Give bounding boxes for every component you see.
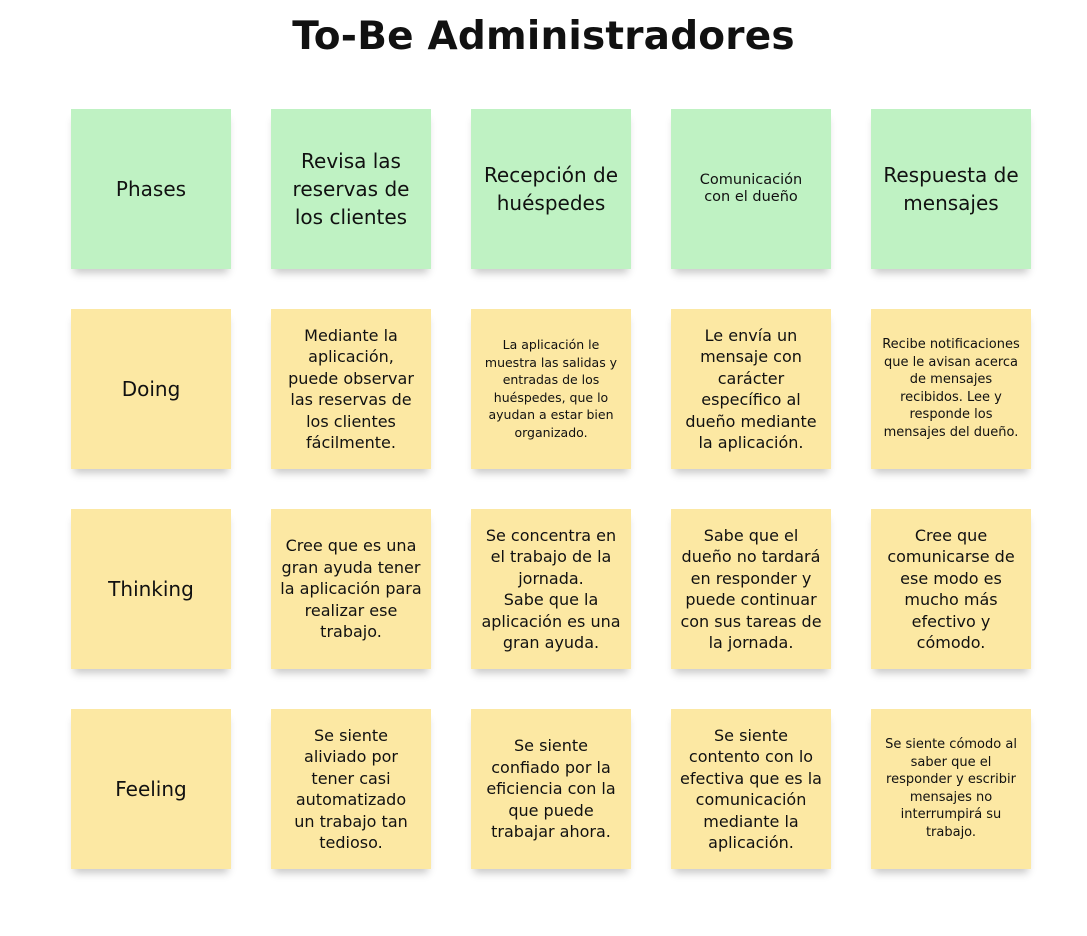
note-text: Recibe notificaciones que le avisan acer… xyxy=(882,337,1020,440)
sticky-note-feeling-3[interactable]: Se siente contento con lo efectiva que e… xyxy=(671,709,831,869)
sticky-note-feeling-2[interactable]: Se siente confiado por la eficiencia con… xyxy=(471,709,631,869)
note-text: Thinking xyxy=(108,577,194,601)
note-text: La aplicación le muestra las salidas y e… xyxy=(484,337,618,440)
sticky-note-doing-2[interactable]: La aplicación le muestra las salidas y e… xyxy=(471,309,631,469)
note-text: Sabe que el dueño no tardará en responde… xyxy=(680,525,822,653)
sticky-note-thinking-2[interactable]: Se concentra en el trabajo de la jornada… xyxy=(471,509,631,669)
sticky-note-row-label-thinking[interactable]: Thinking xyxy=(71,509,231,669)
sticky-note-phase-3[interactable]: Comunicación con el dueño xyxy=(671,109,831,269)
note-text: Se concentra en el trabajo de la jornada… xyxy=(481,525,621,653)
sticky-note-row-label-phases[interactable]: Phases xyxy=(71,109,231,269)
note-text: Respuesta de mensajes xyxy=(883,163,1019,215)
note-text: Doing xyxy=(121,377,181,401)
note-text: Phases xyxy=(115,177,187,201)
sticky-note-row-label-doing[interactable]: Doing xyxy=(71,309,231,469)
sticky-note-phase-4[interactable]: Respuesta de mensajes xyxy=(871,109,1031,269)
sticky-note-thinking-1[interactable]: Cree que es una gran ayuda tener la apli… xyxy=(271,509,431,669)
note-text: Mediante la aplicación, puede observar l… xyxy=(288,325,414,453)
note-text: Feeling xyxy=(115,777,187,801)
note-text: Revisa las reservas de los clientes xyxy=(292,149,410,229)
sticky-note-thinking-3[interactable]: Sabe que el dueño no tardará en responde… xyxy=(671,509,831,669)
note-text: Comunicación con el dueño xyxy=(699,171,803,206)
note-text: Cree que comunicarse de ese modo es much… xyxy=(887,525,1015,653)
sticky-note-phase-2[interactable]: Recepción de huéspedes xyxy=(471,109,631,269)
journey-map-board: Phases Revisa las reservas de los client… xyxy=(71,109,1031,869)
note-text: Se siente cómodo al saber que el respond… xyxy=(885,737,1017,840)
sticky-note-doing-3[interactable]: Le envía un mensaje con carácter específ… xyxy=(671,309,831,469)
sticky-note-feeling-4[interactable]: Se siente cómodo al saber que el respond… xyxy=(871,709,1031,869)
note-text: Cree que es una gran ayuda tener la apli… xyxy=(280,536,422,642)
sticky-note-thinking-4[interactable]: Cree que comunicarse de ese modo es much… xyxy=(871,509,1031,669)
sticky-note-feeling-1[interactable]: Se siente aliviado por tener casi automa… xyxy=(271,709,431,869)
page-title: To-Be Administradores xyxy=(292,14,795,59)
sticky-note-doing-4[interactable]: Recibe notificaciones que le avisan acer… xyxy=(871,309,1031,469)
sticky-note-doing-1[interactable]: Mediante la aplicación, puede observar l… xyxy=(271,309,431,469)
sticky-note-phase-1[interactable]: Revisa las reservas de los clientes xyxy=(271,109,431,269)
note-text: Recepción de huéspedes xyxy=(483,163,619,215)
sticky-note-row-label-feeling[interactable]: Feeling xyxy=(71,709,231,869)
note-text: Se siente confiado por la eficiencia con… xyxy=(486,736,616,842)
note-text: Se siente aliviado por tener casi automa… xyxy=(294,725,408,853)
note-text: Se siente contento con lo efectiva que e… xyxy=(680,725,822,853)
note-text: Le envía un mensaje con carácter específ… xyxy=(685,325,817,453)
